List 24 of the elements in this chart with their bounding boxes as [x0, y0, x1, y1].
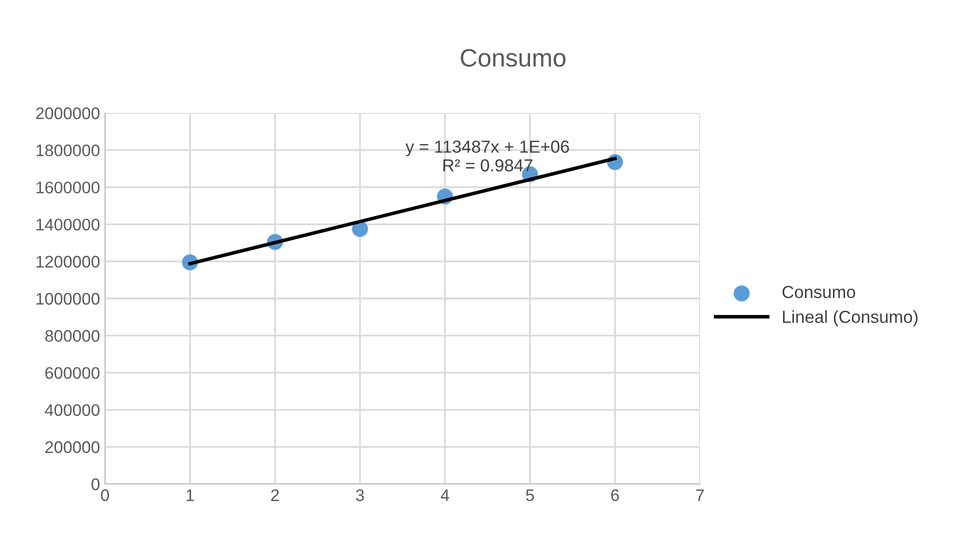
y-tick-label: 0	[92, 478, 100, 490]
x-tick-label: 4	[440, 489, 450, 501]
point	[352, 220, 368, 237]
x-tick-label: 0	[101, 489, 109, 502]
x-tick-label: 3	[356, 489, 364, 502]
y-tick-label: 1000000	[36, 292, 100, 305]
y-tick-label: 400000	[44, 404, 100, 416]
x-tick-label: 5	[526, 489, 534, 502]
x-tick-label: 2	[271, 489, 279, 501]
y-tick-label: 600000	[45, 367, 100, 379]
chart-title: Consumo	[460, 49, 566, 67]
x-tick-label: 1	[186, 489, 194, 501]
y-tick-label: 800000	[45, 330, 100, 342]
legend-label: Lineal (Consumo)	[783, 310, 918, 326]
y-tick-label: 1200000	[36, 256, 100, 268]
y-tick-label: 200000	[45, 441, 100, 454]
y-tick-label: 1800000	[36, 144, 100, 156]
y-tick-label: 1400000	[36, 218, 100, 231]
y-tick-label: 1600000	[36, 182, 100, 194]
x-tick-label: 6	[611, 489, 619, 502]
x-tick-label: 7	[696, 489, 704, 501]
y-tick-label: 2000000	[36, 107, 100, 120]
annotation: y = 113487x + 1E+06 R² = 0.9847	[405, 140, 569, 172]
legend-label: Consumo	[782, 286, 856, 298]
